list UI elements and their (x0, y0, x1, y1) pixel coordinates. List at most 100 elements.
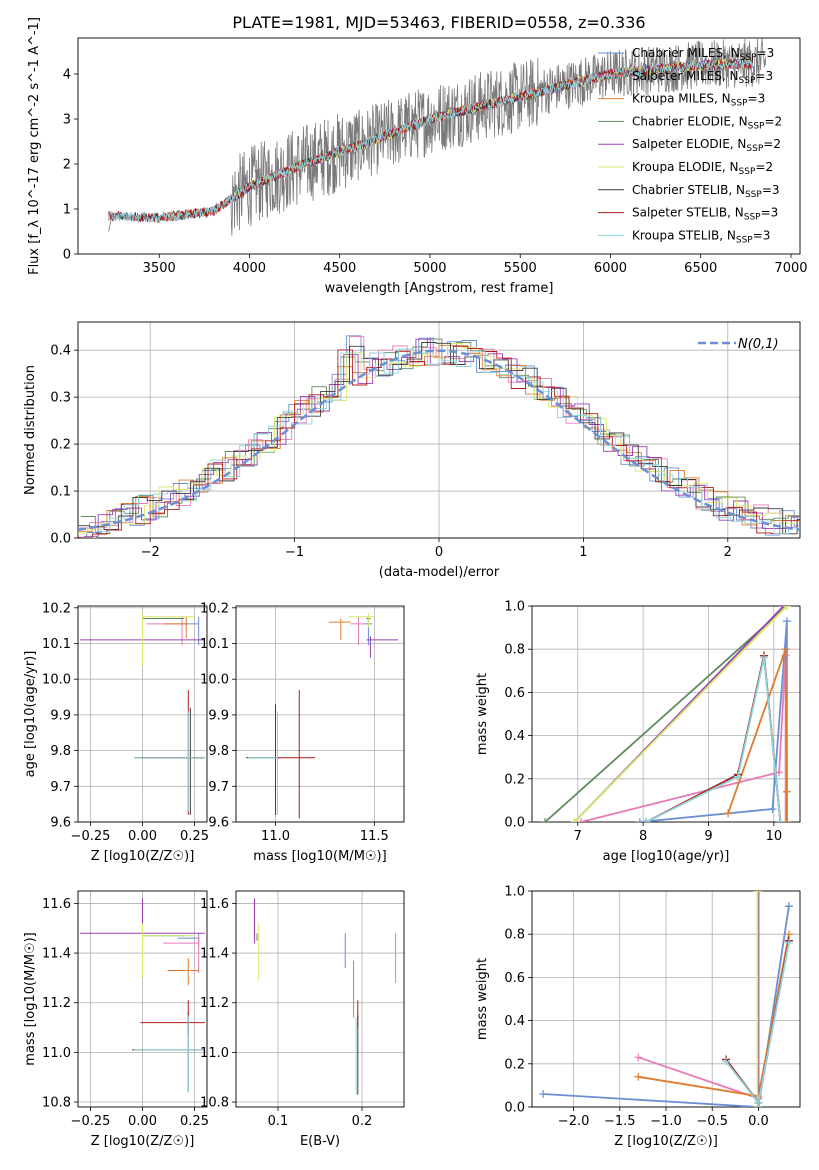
weight-marker-salpeter-miles (577, 818, 586, 822)
x-tick-label: −2.0 (558, 1114, 590, 1129)
y-tick-label: 9.6 (208, 816, 229, 831)
histogram-chabrier-stelib (78, 342, 800, 535)
x-tick-label: 0.25 (180, 829, 209, 844)
y-tick-label: 1 (63, 203, 71, 218)
legend-label-kroupa-elodie: Kroupa ELODIE, NSSP=2 (632, 160, 773, 177)
y-tick-label: 1.0 (504, 600, 525, 615)
y-tick-label: 10.1 (200, 637, 229, 652)
weight-marker-kroupa-stelib (722, 1057, 731, 1066)
x-tick-label: 11.5 (360, 829, 389, 844)
y-tick-label: 9.6 (50, 816, 71, 831)
x-tick-label: 0.25 (180, 1114, 209, 1129)
weight-marker-salpeter-elodie (754, 891, 763, 895)
x-axis-label: E(B-V) (300, 1134, 340, 1149)
axes-frame (77, 605, 208, 823)
y-axis-label: Flux [f_λ 10^-17 erg cm^-2 s^-1 A^-1] (27, 17, 42, 275)
y-tick-label: 1.0 (504, 885, 525, 900)
x-tick-label: −1.0 (650, 1114, 682, 1129)
weight-line-kroupa-miles (638, 934, 790, 1098)
x-tick-label: 8 (639, 829, 647, 844)
y-tick-label: 0.2 (504, 1057, 525, 1072)
y-tick-label: 9.8 (50, 744, 71, 759)
x-tick-label: 5000 (413, 261, 446, 276)
legend-label-kroupa-miles: Kroupa MILES, NSSP=3 (632, 92, 765, 109)
axes-frame (531, 605, 801, 823)
legend: Chabrier MILES, NSSP=3 Salpeter MILES, NS… (598, 46, 782, 245)
plot-area (539, 891, 793, 1107)
y-tick-label: 9.9 (208, 708, 229, 723)
y-tick-label: 0.1 (50, 485, 71, 500)
weight-marker-salpeter-miles (781, 818, 790, 822)
x-tick-label: 10 (766, 829, 783, 844)
weight-marker-chabrier-miles (782, 617, 791, 626)
y-axis-label: mass weight (475, 673, 490, 755)
histogram-chabrier-elodie (80, 338, 800, 534)
x-tick-label: −2 (141, 545, 160, 560)
y-tick-label: 0.0 (504, 816, 525, 831)
y-tick-label: 9.9 (50, 708, 71, 723)
x-tick-label: 4500 (323, 261, 356, 276)
x-tick-label: 5500 (504, 261, 537, 276)
axes-frame (235, 890, 405, 1108)
weight-marker-kroupa-miles (782, 818, 791, 822)
weight-marker-kroupa-stelib (784, 938, 793, 947)
legend-label-kroupa-stelib: Kroupa STELIB, NSSP=3 (632, 228, 770, 245)
weight-line-chabrier-miles (639, 621, 788, 822)
x-axis-label: Z [log10(Z/Z☉)] (614, 1134, 718, 1149)
axes-frame (531, 890, 801, 1108)
y-tick-label: 11.6 (42, 897, 71, 912)
y-tick-label: 11.4 (200, 947, 229, 962)
x-tick-label: 0 (435, 545, 443, 560)
x-tick-label: 6500 (684, 261, 717, 276)
weight-marker-chabrier-miles (635, 818, 644, 822)
x-tick-label: −1.5 (604, 1114, 636, 1129)
weight-marker-kroupa-stelib (776, 818, 785, 822)
axes-frame (77, 37, 801, 255)
histogram-kroupa-elodie (78, 342, 800, 534)
legend-label-salpeter-stelib: Salpeter STELIB, NSSP=3 (632, 206, 778, 223)
y-axis-label: age [log10(age/yr)] (23, 651, 38, 778)
x-axis-label: (data-model)/error (379, 565, 500, 580)
y-tick-label: 11.2 (200, 996, 229, 1011)
y-tick-label: 0.4 (50, 344, 71, 359)
weight-line-kroupa-miles (727, 648, 788, 822)
weight-line-chabrier-elodie (544, 606, 788, 822)
y-tick-label: 10.2 (200, 601, 229, 616)
weight-marker-kroupa-miles (634, 1072, 643, 1081)
x-tick-label: −1 (285, 545, 304, 560)
mass-weight-vs-age-panel: 7 8 9 10 0.0 0.2 0.4 0.6 0.8 1.0 age [log10(age/yr… (475, 600, 801, 864)
y-tick-label: 0.4 (504, 1014, 525, 1029)
normal-curve (78, 349, 800, 532)
x-tick-label: 11.0 (261, 829, 290, 844)
x-axis-label: wavelength [Angstrom, rest frame] (325, 281, 554, 296)
x-tick-label: 0.2 (352, 1114, 373, 1129)
x-tick-label: 2 (724, 545, 732, 560)
spectrum-panel: 3500 4000 4500 5000 5500 6000 6500 7000 0 1 2 3 4 wav… (27, 17, 808, 296)
plot-area (245, 613, 399, 819)
y-tick-label: 10.0 (42, 673, 71, 688)
weight-marker-kroupa-miles (724, 809, 733, 818)
legend-label-salpeter-elodie: Salpeter ELODIE, NSSP=2 (632, 137, 781, 154)
age-vs-mass-panel: 11.0 11.5 9.6 9.7 9.8 9.9 10.0 10.1 10.2 mass [lo… (200, 601, 405, 864)
y-tick-label: 10.8 (200, 1096, 229, 1111)
weight-marker-kroupa-elodie (753, 1103, 762, 1107)
y-axis-label: mass weight (475, 958, 490, 1040)
residual-histogram-panel: −2 −1 0 1 2 0.0 0.1 0.2 0.3 0.4 (data-model)/error… (23, 321, 801, 580)
x-tick-label: 3500 (143, 261, 176, 276)
weight-marker-kroupa-elodie (570, 818, 579, 822)
y-tick-label: 10.2 (42, 601, 71, 616)
plot-area (253, 898, 397, 1095)
histogram-kroupa-stelib (80, 348, 800, 538)
y-tick-label: 0.2 (504, 772, 525, 787)
x-tick-label: 0.0 (748, 1114, 769, 1129)
y-tick-label: 11.2 (42, 996, 71, 1011)
y-tick-label: 10.8 (42, 1096, 71, 1111)
y-tick-label: 0.8 (504, 928, 525, 943)
weight-line-salpeter-miles (638, 940, 790, 1100)
x-tick-label: 7000 (774, 261, 807, 276)
y-tick-label: 4 (63, 68, 71, 83)
weight-marker-chabrier-miles (784, 902, 793, 911)
x-tick-label: −0.5 (696, 1114, 728, 1129)
y-tick-label: 9.8 (208, 744, 229, 759)
y-tick-label: 0 (63, 248, 71, 263)
